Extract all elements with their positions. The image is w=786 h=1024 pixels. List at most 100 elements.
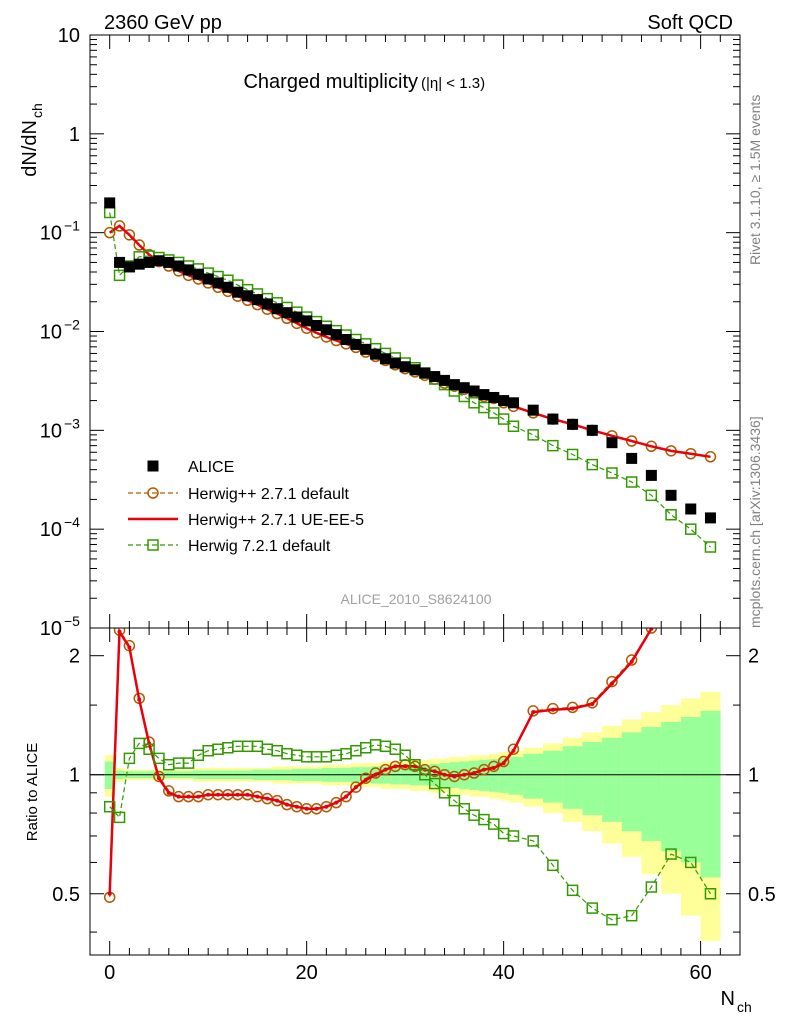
main-data-point: [704, 541, 717, 553]
header-left-label: 2360 GeV pp: [104, 12, 222, 34]
ratio-data-point: [570, 706, 575, 711]
ratio-data-point: [113, 811, 126, 824]
main-data-point: [212, 277, 224, 289]
ratio-data-point: [527, 835, 539, 847]
legend-marker: [147, 539, 159, 551]
ratio-data-point: [383, 767, 388, 772]
ratio-data-point: [531, 710, 536, 715]
ratio-data-point: [340, 790, 352, 803]
ratio-data-point: [452, 774, 457, 779]
ratio-data-point: [629, 659, 634, 664]
ratio-y-axis-label: Ratio to ALICE: [24, 743, 41, 841]
main-data-point: [409, 364, 421, 376]
uncertainty-band-green: [562, 746, 583, 809]
ratio-y-tick-label: 2: [69, 646, 80, 668]
y-tick-label: 1: [69, 124, 80, 146]
main-data-point: [133, 258, 145, 270]
legend-label: ALICE: [188, 459, 234, 476]
ratio-data-point: [497, 755, 510, 768]
ratio-data-point: [428, 777, 441, 790]
ratio-data-point: [501, 761, 506, 766]
ratio-data-point: [649, 628, 654, 631]
y-tick-exponent: −4: [64, 514, 80, 530]
ratio-data-point: [458, 803, 470, 815]
ratio-data-point: [245, 792, 250, 797]
uncertainty-band-green: [508, 756, 524, 795]
ratio-data-point: [255, 794, 260, 799]
ratio-y-tick-label: 1: [69, 765, 80, 787]
main-data-point: [370, 348, 382, 360]
ratio-data-point: [275, 798, 280, 803]
ratio-data-point: [511, 748, 516, 753]
analysis-id-watermark: ALICE_2010_S8624100: [340, 591, 491, 607]
main-data-point: [468, 385, 480, 397]
main-data-point: [114, 256, 126, 268]
main-data-point: [103, 226, 116, 239]
main-data-point: [389, 357, 401, 369]
main-data-point: [704, 512, 716, 524]
main-data-point: [291, 311, 303, 323]
legend-entry: Herwig++ 2.7.1 default: [128, 486, 350, 503]
ratio-data-point: [196, 794, 201, 799]
main-data-point: [113, 269, 126, 282]
x-tick-label: 40: [493, 962, 515, 984]
ratio-data-point: [143, 743, 155, 755]
ratio-data-point: [225, 792, 230, 797]
ratio-data-point: [507, 743, 520, 755]
ratio-data-point: [117, 629, 122, 634]
ratio-data-point: [609, 681, 614, 686]
ratio-data-point: [107, 891, 112, 896]
ratio-data-point: [166, 790, 171, 795]
uncertainty-band-green: [700, 710, 721, 878]
main-data-point: [242, 290, 254, 302]
legend-label: Herwig++ 2.7.1 UE-EE-5: [188, 512, 364, 529]
legend-marker: [147, 487, 159, 499]
ratio-y-tick-label-right: 2: [748, 646, 759, 668]
y-tick-exponent: −5: [64, 613, 80, 629]
ratio-data-point: [704, 888, 717, 900]
main-data-point: [173, 260, 185, 272]
main-data-point: [301, 315, 313, 327]
uncertainty-band-green: [543, 750, 564, 803]
ratio-data-point: [399, 749, 411, 762]
ratio-series-1: [107, 628, 654, 896]
main-data-point: [586, 424, 598, 436]
ratio-data-point: [432, 769, 437, 774]
ratio-data-point: [409, 758, 421, 771]
header-right-label: Soft QCD: [647, 12, 733, 34]
x-tick-label: 0: [104, 962, 115, 984]
ratio-series-2: [103, 737, 717, 926]
ratio-data-point: [566, 884, 579, 897]
ratio-data-point: [137, 697, 142, 702]
main-data-point: [340, 333, 352, 345]
main-data-point: [645, 489, 658, 502]
legend-entry: Herwig 7.2.1 default: [128, 538, 331, 555]
main-data-point: [507, 397, 519, 409]
ratio-data-point: [389, 743, 402, 755]
ratio-data-point: [350, 781, 362, 793]
ratio-data-point: [491, 765, 496, 770]
plot-title: Charged multiplicity: [243, 71, 418, 93]
main-data-point: [547, 439, 559, 452]
ratio-plot-frame: [89, 627, 741, 956]
ratio-data-point: [373, 772, 378, 777]
ratio-data-point: [133, 737, 145, 750]
ratio-data-point: [353, 785, 358, 790]
main-data-point: [507, 420, 520, 432]
main-data-point: [251, 294, 263, 306]
ratio-data-point: [481, 767, 486, 772]
uncertainty-band-green: [602, 737, 623, 822]
uncertainty-band-green: [498, 758, 509, 793]
main-data-point: [123, 229, 136, 241]
uncertainty-band-green: [104, 761, 115, 790]
main-data-point: [104, 197, 116, 209]
main-data-point: [488, 391, 500, 403]
legend-marker: [147, 460, 159, 472]
main-data-point: [182, 264, 194, 276]
main-data-point: [626, 452, 638, 464]
ratio-data-point: [103, 800, 116, 813]
main-y-axis-label-text: dN/dN: [19, 120, 41, 177]
main-data-point: [527, 404, 539, 416]
ratio-data-point: [123, 752, 136, 765]
ratio-data-point: [206, 792, 211, 797]
